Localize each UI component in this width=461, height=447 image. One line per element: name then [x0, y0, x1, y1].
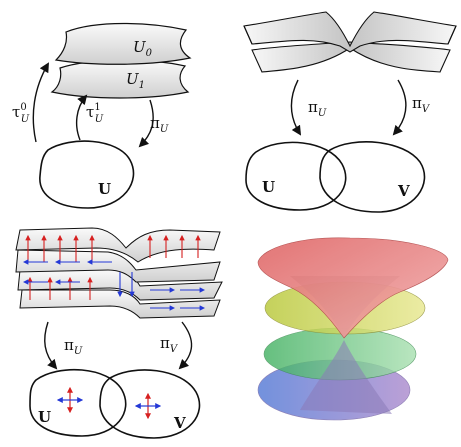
- base-u-label-tr: U: [262, 178, 275, 196]
- base-disk-u-bl: [29, 368, 127, 437]
- tau1-arrow: [75, 94, 88, 141]
- pi-u-label-tr: πU: [308, 98, 327, 119]
- sheet-u0-label: U0: [133, 38, 153, 59]
- frame-cross-v: [134, 392, 162, 420]
- vf-sheet-1: [15, 227, 221, 263]
- base-u-label-bl: U: [38, 408, 51, 426]
- pi-u-arrow: [138, 99, 154, 148]
- base-disk-v-bl: [99, 369, 201, 439]
- lobe-red: [257, 237, 449, 339]
- sheet-edge-right: [447, 25, 457, 45]
- base-v-label-bl: V: [173, 414, 186, 432]
- sheet-lower: [251, 41, 451, 73]
- sheet-u1: [50, 59, 190, 99]
- pi-v-arrow-bl: [178, 321, 193, 370]
- base-disk-u: [39, 140, 135, 209]
- base-u-label: U: [98, 180, 111, 198]
- tau0-arrow: [32, 62, 49, 143]
- panel-3d-double-cone: [257, 237, 449, 421]
- pi-v-arrow-tr: [392, 79, 407, 136]
- pi-u-arrow-tr: [290, 79, 302, 136]
- pi-u-label: πU: [150, 114, 169, 135]
- cone-lower: [300, 340, 392, 414]
- tau1-label: τ1 U: [86, 102, 104, 125]
- sheet-u0: [54, 22, 192, 65]
- sheet-edge-left: [243, 25, 253, 45]
- blue-field-arrows: [22, 259, 206, 311]
- frame-cross-u: [56, 386, 84, 414]
- tau0-label: τ0 U: [12, 102, 30, 125]
- panel-crossing-sheets: πU πV U V: [243, 11, 457, 213]
- pi-v-label-tr: πV: [412, 94, 431, 115]
- panel-two-sheets: U0 U1 τ0 U τ1 U πU U: [12, 22, 192, 209]
- sheet-u1-label: U1: [126, 70, 145, 91]
- pi-v-label-bl: πV: [160, 334, 179, 355]
- red-field-arrows: [25, 234, 201, 300]
- pi-u-arrow-bl: [44, 321, 58, 370]
- pi-u-label-bl: πU: [64, 336, 83, 357]
- base-disk-v-tr: [319, 141, 426, 213]
- base-v-label-tr: V: [397, 182, 410, 200]
- sheet-upper: [243, 11, 457, 53]
- base-disk-u-tr: [245, 141, 347, 211]
- vf-sheet-2: [15, 249, 221, 283]
- panel-vector-field-sheets: πU πV U V: [15, 227, 223, 439]
